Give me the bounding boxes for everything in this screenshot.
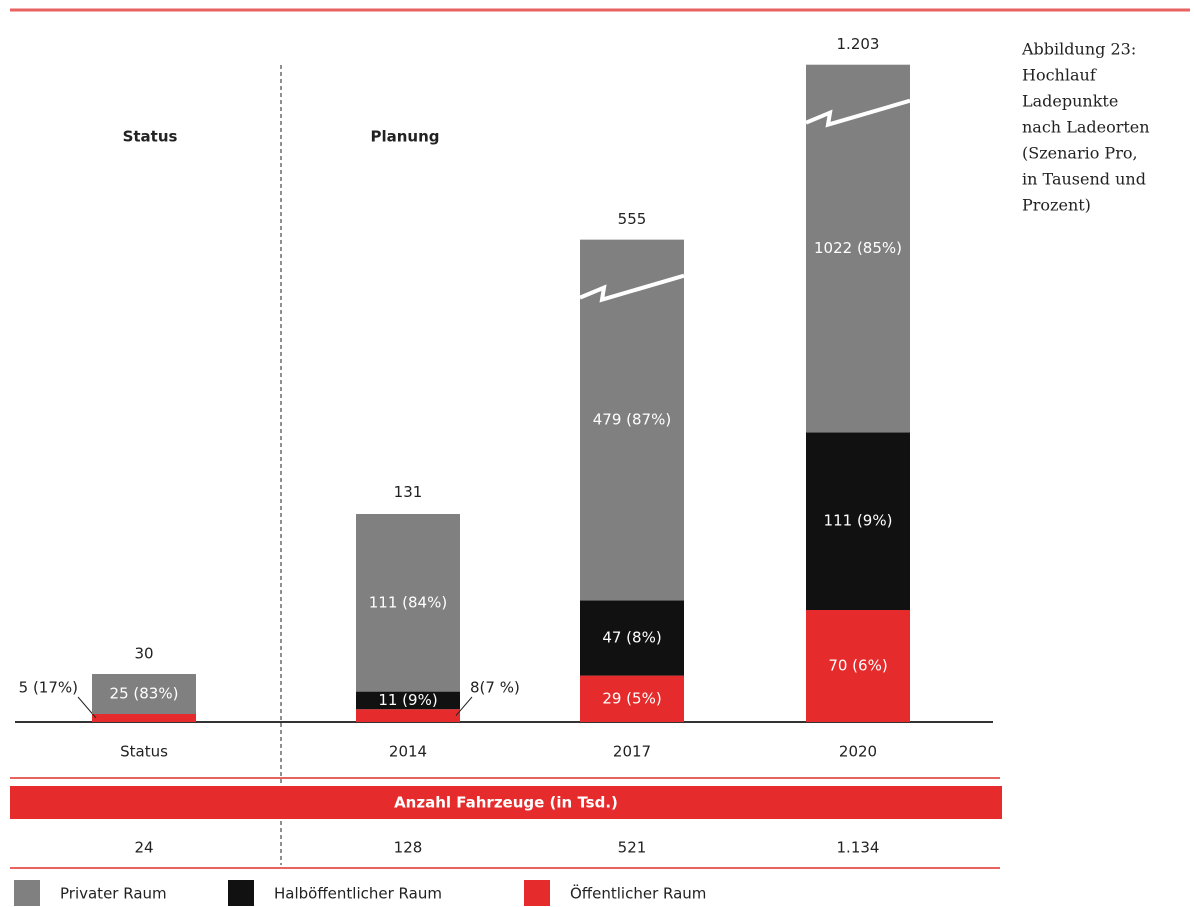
- bar-segment: [580, 675, 684, 722]
- leader-line: [455, 696, 473, 716]
- data-label: 5 (17%): [19, 679, 78, 697]
- vehicle-value: 128: [394, 839, 423, 857]
- bar-segment: [580, 239, 684, 601]
- section-label: Planung: [370, 128, 439, 146]
- legend-label: Öffentlicher Raum: [570, 884, 706, 903]
- bar-segment: [806, 64, 910, 433]
- x-tick-label: 2017: [613, 743, 651, 761]
- vehicle-label: Anzahl Fahrzeuge (in Tsd.): [394, 794, 618, 812]
- axis-break: [579, 273, 685, 303]
- bar-segment: [356, 691, 460, 710]
- vehicle-value: 1.134: [837, 839, 880, 857]
- figure-caption: Hochlauf: [1022, 66, 1097, 85]
- bar-segment: [92, 674, 196, 714]
- figure-caption: (Szenario Pro,: [1022, 144, 1138, 163]
- data-label: 479 (87%): [593, 411, 671, 429]
- legend-swatch: [228, 880, 254, 906]
- vehicle-value: 521: [618, 839, 647, 857]
- figure-caption: in Tausend und: [1022, 170, 1146, 189]
- total-label: 131: [394, 483, 423, 501]
- legend-label: Privater Raum: [60, 885, 167, 903]
- data-label: 70 (6%): [828, 657, 887, 675]
- data-label: 8(7 %): [470, 679, 520, 697]
- figure-caption: Ladepunkte: [1022, 92, 1118, 111]
- total-label: 1.203: [837, 35, 880, 53]
- vehicle-band: [10, 786, 1002, 819]
- figure-caption: Prozent): [1022, 196, 1091, 215]
- data-label: 111 (9%): [824, 512, 893, 530]
- bar-segment: [356, 514, 460, 692]
- bar-segment: [806, 432, 910, 610]
- figure-caption: Abbildung 23:: [1021, 40, 1136, 59]
- data-label: 1022 (85%): [814, 239, 902, 257]
- legend-label: Halböffentlicher Raum: [274, 885, 442, 903]
- x-tick-label: 2020: [839, 743, 877, 761]
- data-label: 111 (84%): [369, 593, 447, 611]
- data-label: 11 (9%): [378, 691, 437, 709]
- x-tick-label: Status: [120, 743, 168, 761]
- legend-swatch: [524, 880, 550, 906]
- total-label: 30: [134, 645, 153, 663]
- legend-swatch: [14, 880, 40, 906]
- vehicle-value: 24: [134, 839, 153, 857]
- figure-caption: nach Ladeorten: [1022, 118, 1150, 137]
- data-label: 25 (83%): [110, 685, 179, 703]
- bar-segment: [92, 714, 196, 722]
- axis-break: [805, 98, 911, 128]
- data-label: 47 (8%): [602, 629, 661, 647]
- data-label: 29 (5%): [602, 689, 661, 707]
- total-label: 555: [618, 210, 647, 228]
- bar-segment: [580, 600, 684, 676]
- bar-segment: [806, 610, 910, 722]
- leader-line: [77, 696, 97, 719]
- bar-segment: [356, 709, 460, 722]
- x-tick-label: 2014: [389, 743, 427, 761]
- section-label: Status: [123, 128, 178, 146]
